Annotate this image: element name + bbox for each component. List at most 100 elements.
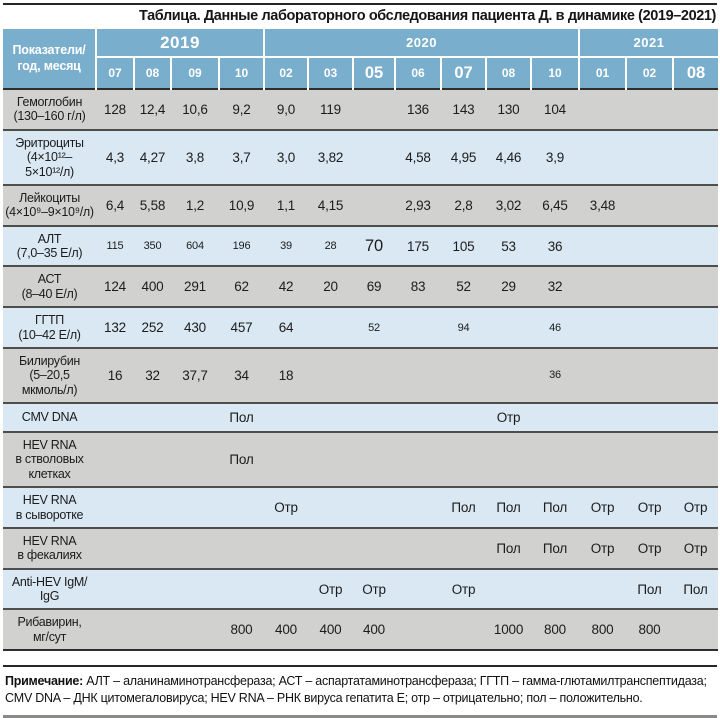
empty-cell — [308, 430, 354, 488]
empty-cell — [353, 183, 396, 226]
empty-cell — [219, 567, 265, 610]
empty-cell — [395, 430, 442, 488]
table-row: ГГТП (10–42 Е/л) 132 252 430 457 64 52 94 46 — [3, 306, 719, 348]
row-label: CMV DNA — [3, 402, 96, 432]
value-cell: Отр — [673, 486, 719, 528]
table-row: АСТ (8–40 Е/л) 124 400 291 62 42 20 69 83 52 29 32 — [3, 265, 719, 308]
empty-cell — [171, 526, 219, 569]
value-cell: 46 — [531, 306, 580, 348]
empty-cell — [96, 567, 134, 610]
empty-cell — [353, 346, 396, 403]
month-header-2021-08: 08 — [672, 57, 719, 89]
value-cell: 36 — [531, 224, 580, 267]
footnote: Примечание: АЛТ – аланинаминотрансфераза… — [3, 665, 717, 718]
value-cell: Пол — [219, 402, 265, 432]
empty-cell — [673, 402, 719, 432]
value-cell: 400 — [264, 608, 309, 652]
month-header-2020-06: 06 — [394, 57, 442, 89]
empty-cell — [219, 526, 265, 569]
table-row: Лейкоциты (4×10⁹–9×10⁹/л) 6,4 5,58 1,2 10,9 1… — [3, 183, 719, 226]
empty-cell — [531, 567, 580, 610]
value-cell: Пол — [626, 567, 674, 610]
month-header-2019-09: 09 — [170, 57, 219, 89]
value-cell: 128 — [104, 101, 126, 117]
empty-cell — [673, 128, 719, 185]
value-cell: 9,0 — [276, 101, 296, 117]
empty-cell — [96, 402, 134, 432]
empty-cell — [264, 526, 309, 569]
footnote-text: АЛТ – аланинаминотрансфераза; АСТ – аспа… — [5, 674, 707, 705]
value-cell: 252 — [134, 306, 171, 348]
value-cell: 800 — [579, 608, 627, 652]
empty-cell — [171, 430, 219, 488]
empty-cell — [219, 486, 265, 528]
empty-cell — [96, 526, 134, 569]
value-cell: 12,4 — [139, 101, 166, 117]
value-cell: 6,4 — [96, 183, 134, 226]
value-cell: 69 — [353, 265, 396, 308]
empty-cell — [264, 567, 309, 610]
month-header-2020-05: 05 — [352, 57, 396, 89]
value-cell: 2,8 — [441, 183, 487, 226]
year-header-2020: 2020 — [263, 29, 580, 58]
value-cell: 175 — [395, 224, 442, 267]
value-cell: 4,95 — [441, 128, 487, 185]
empty-cell — [171, 608, 219, 652]
empty-cell — [441, 346, 487, 403]
value-cell: 115 — [96, 224, 134, 267]
empty-cell — [626, 128, 674, 185]
value-cell: 4,27 — [134, 128, 171, 185]
value-cell: 1,2 — [171, 183, 219, 226]
value-cell: 4,15 — [308, 183, 354, 226]
month-header-2020-03: 03 — [307, 57, 354, 89]
empty-cell — [308, 486, 354, 528]
value-cell: 1000 — [486, 608, 532, 652]
value-cell: Пол — [673, 567, 719, 610]
value-cell: 36 — [531, 346, 580, 403]
value-cell: Пол — [441, 486, 487, 528]
empty-cell — [579, 567, 627, 610]
empty-cell — [441, 608, 487, 652]
value-cell: 32 — [134, 346, 171, 403]
value-cell: 70 — [353, 224, 396, 267]
table-row: Рибавирин, мг/сут 800 400 400 400 1000 800 800 8… — [3, 608, 719, 652]
empty-cell — [96, 430, 134, 488]
value-cell: Пол — [531, 526, 580, 569]
table-row: HEV RNA в сыворотке Отр Пол Пол Пол Отр Отр Отр — [3, 486, 719, 528]
row-label: Рибавирин, мг/сут — [3, 608, 96, 652]
value-cell: 94 — [441, 306, 487, 348]
value-cell: 604 — [171, 224, 219, 267]
value-cell: Отр — [579, 526, 627, 569]
month-header-2021-01: 01 — [578, 57, 627, 89]
value-cell: 130 — [497, 101, 520, 117]
month-header-2021-02: 02 — [625, 57, 674, 89]
table-row: Гемоглобин (130–160 г/л) 128 12,4 10,6 9,2 9,… — [3, 89, 719, 130]
value-cell: Пол — [486, 486, 532, 528]
value-cell: 1,1 — [264, 183, 309, 226]
value-cell: 53 — [486, 224, 532, 267]
value-cell: 430 — [171, 306, 219, 348]
row-label: АСТ (8–40 Е/л) — [3, 265, 96, 308]
empty-cell — [395, 486, 442, 528]
empty-cell — [486, 306, 532, 348]
value-cell: Отр — [579, 486, 627, 528]
empty-cell — [395, 306, 442, 348]
footnote-lead: Примечание: — [5, 674, 87, 689]
row-label: ГГТП (10–42 Е/л) — [3, 306, 96, 348]
lab-table: Показатели/ год, месяц 2019 2020 2021 07 08 09… — [3, 29, 719, 652]
value-cell: 10,6 — [182, 101, 208, 117]
value-cell: 124 — [96, 265, 134, 308]
value-cell: 64 — [264, 306, 309, 348]
value-cell: 350 — [134, 224, 171, 267]
value-cell: Отр — [308, 567, 354, 610]
table-row: HEV RNA в фекалиях Пол Пол Отр Отр Отр — [3, 526, 719, 569]
row-label: Anti-HEV IgM/ IgG — [3, 567, 96, 610]
empty-cell — [134, 430, 171, 488]
empty-cell — [626, 306, 674, 348]
value-cell: 10,9 — [219, 183, 265, 226]
value-cell: 3,02 — [486, 183, 532, 226]
empty-cell — [673, 430, 719, 488]
empty-cell — [395, 402, 442, 432]
empty-cell — [673, 265, 719, 308]
